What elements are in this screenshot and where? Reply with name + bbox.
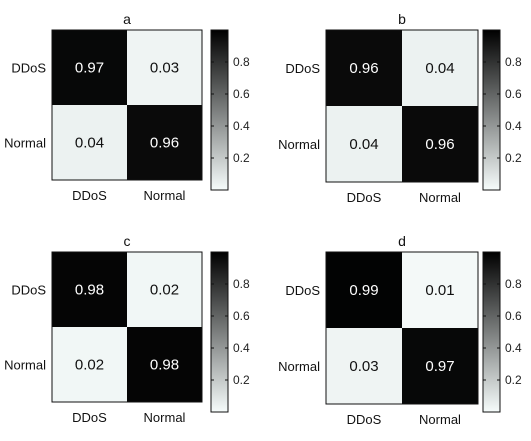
column-tick-label: DDoS <box>72 188 107 203</box>
heatmap-cell <box>326 30 402 106</box>
panel-title: a <box>123 11 131 27</box>
matrix-frame <box>325 251 479 405</box>
cell-value-label: 0.97 <box>425 358 454 375</box>
heatmap-cell <box>326 328 402 404</box>
cell-value-label: 0.96 <box>150 135 179 152</box>
matrix-frame <box>325 29 479 183</box>
colorbar-tick-label: 0.6 <box>505 309 522 323</box>
cell-value-label: 0.03 <box>150 60 179 77</box>
cell-value-label: 0.97 <box>75 60 104 77</box>
cell-value-label: 0.01 <box>425 282 454 299</box>
cell-value-label: 0.02 <box>150 282 179 299</box>
colorbar-tick-label: 0.6 <box>505 87 522 101</box>
row-tick-label: Normal <box>278 137 320 152</box>
heatmap-cell <box>52 105 127 180</box>
column-tick-label: Normal <box>419 412 461 427</box>
heatmap-cell <box>52 30 127 105</box>
panel-title: b <box>398 11 406 27</box>
column-tick-label: DDoS <box>347 190 382 205</box>
colorbar-tick-label: 0.2 <box>233 151 250 165</box>
heatmap-cell <box>127 105 202 180</box>
column-tick-label: DDoS <box>347 412 382 427</box>
heatmap-cell <box>127 252 202 327</box>
heatmap-cell <box>402 252 478 328</box>
column-tick-label: Normal <box>144 410 186 425</box>
colorbar <box>210 251 229 413</box>
colorbar-tick-label: 0.8 <box>505 55 522 69</box>
row-tick-label: DDoS <box>285 283 320 298</box>
heatmap-cell <box>326 252 402 328</box>
colorbar-tick-label: 0.4 <box>505 341 522 355</box>
cell-value-label: 0.98 <box>150 357 179 374</box>
cell-value-label: 0.96 <box>349 60 378 77</box>
panel-title: d <box>398 233 406 249</box>
colorbar-tick-label: 0.8 <box>233 277 250 291</box>
colorbar-tick-label: 0.4 <box>233 341 250 355</box>
colorbar <box>482 29 501 191</box>
row-tick-label: DDoS <box>285 61 320 76</box>
cell-value-label: 0.04 <box>425 60 454 77</box>
row-tick-label: Normal <box>278 359 320 374</box>
column-tick-label: Normal <box>144 188 186 203</box>
matrix-frame <box>51 29 203 181</box>
heatmap-cell <box>326 106 402 182</box>
heatmap-cell <box>127 30 202 105</box>
colorbar-tick-label: 0.6 <box>233 87 250 101</box>
colorbar-tick-label: 0.4 <box>233 119 250 133</box>
row-tick-label: Normal <box>4 358 46 373</box>
cell-value-label: 0.02 <box>75 357 104 374</box>
matrix-panel-4: d 0.99 0.01 0.03 0.97 DDoS Normal DDoS Normal 0.2… <box>278 233 522 427</box>
colorbar-tick-label: 0.2 <box>505 373 522 387</box>
heatmap-cell <box>402 106 478 182</box>
heatmap-cell <box>52 327 127 402</box>
matrix-panel-2: b 0.96 0.04 0.04 0.96 DDoS Normal DDoS Normal 0.2… <box>278 11 522 205</box>
cell-value-label: 0.03 <box>349 358 378 375</box>
cell-value-label: 0.04 <box>75 135 104 152</box>
row-tick-label: DDoS <box>11 283 46 298</box>
heatmap-cell <box>52 252 127 327</box>
matrix-panel-3: c 0.98 0.02 0.02 0.98 DDoS Normal DDoS Normal 0.2… <box>4 233 250 425</box>
colorbar-tick-label: 0.4 <box>505 119 522 133</box>
matrix-frame <box>51 251 203 403</box>
colorbar <box>210 29 229 191</box>
row-tick-label: DDoS <box>11 61 46 76</box>
cell-value-label: 0.96 <box>425 136 454 153</box>
colorbar-tick-label: 0.8 <box>505 277 522 291</box>
row-tick-label: Normal <box>4 136 46 151</box>
colorbar <box>482 251 501 413</box>
cell-value-label: 0.99 <box>349 282 378 299</box>
colorbar-tick-label: 0.2 <box>505 151 522 165</box>
heatmap-cell <box>402 328 478 404</box>
cell-value-label: 0.98 <box>75 282 104 299</box>
heatmap-cell <box>402 30 478 106</box>
column-tick-label: Normal <box>419 190 461 205</box>
matrix-panel-1: a 0.97 0.03 0.04 0.96 DDoS Normal DDoS Normal 0.2… <box>4 11 250 203</box>
panel-title: c <box>124 233 131 249</box>
colorbar-tick-label: 0.2 <box>233 373 250 387</box>
cell-value-label: 0.04 <box>349 136 378 153</box>
heatmap-cell <box>127 327 202 402</box>
colorbar-tick-label: 0.8 <box>233 55 250 69</box>
colorbar-tick-label: 0.6 <box>233 309 250 323</box>
column-tick-label: DDoS <box>72 410 107 425</box>
